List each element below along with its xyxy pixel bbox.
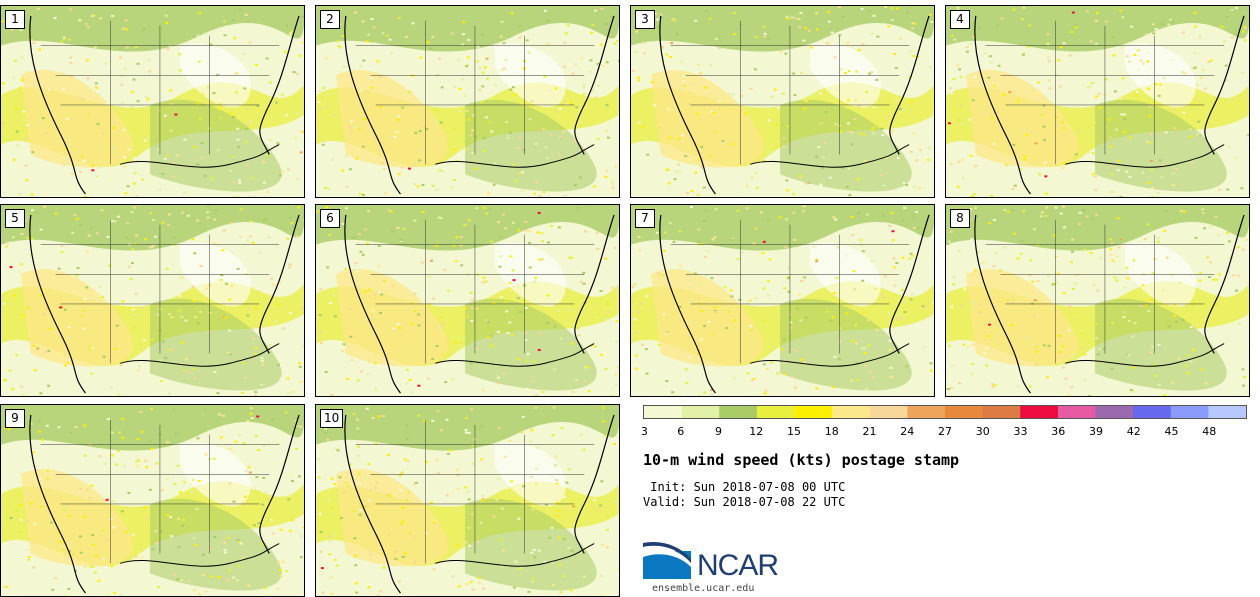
colorbar-bin [945, 406, 984, 418]
colorbar-tick-label: 48 [1202, 425, 1217, 438]
colorbar-tick-label: 24 [900, 425, 915, 438]
colorbar-tick-label: 42 [1126, 425, 1141, 438]
colorbar-bin [681, 406, 720, 418]
colorbar-tick-label: 39 [1089, 425, 1103, 438]
member-panel: 1 [0, 5, 305, 198]
colorbar-tick-label: 45 [1164, 425, 1179, 438]
colorbar-tick-label: 18 [824, 425, 839, 438]
ncar-logo [643, 541, 691, 579]
colorbar-bin [1208, 406, 1246, 418]
wind-speed-map [1, 405, 304, 596]
member-number: 8 [950, 209, 970, 228]
member-number: 1 [5, 10, 25, 29]
member-number: 2 [320, 10, 340, 29]
colorbar-ticks: 3 6 9 12 15 18 21 24 27 30 33 36 39 42 45 48 [640, 425, 1247, 439]
wind-speed-map [946, 205, 1249, 396]
colorbar-bin [794, 406, 833, 418]
member-number: 5 [5, 209, 25, 228]
colorbar-tick-label: 9 [715, 425, 722, 438]
member-panel: 6 [315, 204, 620, 397]
member-number: 9 [5, 409, 25, 428]
member-panel: 8 [945, 204, 1250, 397]
colorbar-bin [869, 406, 908, 418]
colorbar-tick-label: 15 [787, 425, 801, 438]
colorbar-tick-label: 3 [640, 425, 648, 438]
colorbar-bin [1020, 406, 1059, 418]
init-time: Init: Sun 2018-07-08 00 UTC [643, 480, 846, 494]
wind-speed-map [1, 205, 304, 396]
wind-speed-map [316, 205, 619, 396]
member-panel: 3 [630, 5, 935, 198]
wind-speed-map [1, 6, 304, 197]
member-number: 7 [635, 209, 655, 228]
member-panel: 10 [315, 404, 620, 597]
colorbar-bin [832, 406, 871, 418]
member-number: 3 [635, 10, 655, 29]
colorbar [643, 405, 1247, 419]
colorbar-tick-label: 36 [1051, 425, 1066, 438]
member-panel: 9 [0, 404, 305, 597]
chart-title: 10-m wind speed (kts) postage stamp [643, 451, 960, 469]
colorbar-bin [719, 406, 758, 418]
member-number: 10 [320, 409, 344, 428]
colorbar-bin [1133, 406, 1172, 418]
wind-speed-map [946, 6, 1249, 197]
member-panel: 5 [0, 204, 305, 397]
ncar-wordmark: NCAR [697, 549, 779, 582]
wind-speed-map [631, 6, 934, 197]
colorbar-bin [1170, 406, 1209, 418]
valid-time: Valid: Sun 2018-07-08 22 UTC [643, 495, 846, 509]
ensemble-url: ensemble.ucar.edu [652, 583, 755, 594]
colorbar-bin [982, 406, 1021, 418]
colorbar-tick-label: 21 [862, 425, 877, 438]
colorbar-tick-label: 6 [677, 425, 685, 438]
colorbar-bin [644, 406, 683, 418]
colorbar-tick-label: 27 [938, 425, 952, 438]
member-panel: 7 [630, 204, 935, 397]
member-number: 4 [950, 10, 970, 29]
wind-speed-map [631, 205, 934, 396]
colorbar-bin [907, 406, 946, 418]
colorbar-bin [1057, 406, 1096, 418]
member-panel: 2 [315, 5, 620, 198]
colorbar-tick-label: 33 [1013, 425, 1028, 438]
colorbar-bin [756, 406, 795, 418]
colorbar-tick-label: 30 [975, 425, 990, 438]
colorbar-bins [644, 406, 1246, 418]
member-number: 6 [320, 209, 340, 228]
colorbar-bin [1095, 406, 1134, 418]
member-panel: 4 [945, 5, 1250, 198]
wind-speed-map [316, 405, 619, 596]
colorbar-tick-label: 12 [749, 425, 764, 438]
wind-speed-map [316, 6, 619, 197]
